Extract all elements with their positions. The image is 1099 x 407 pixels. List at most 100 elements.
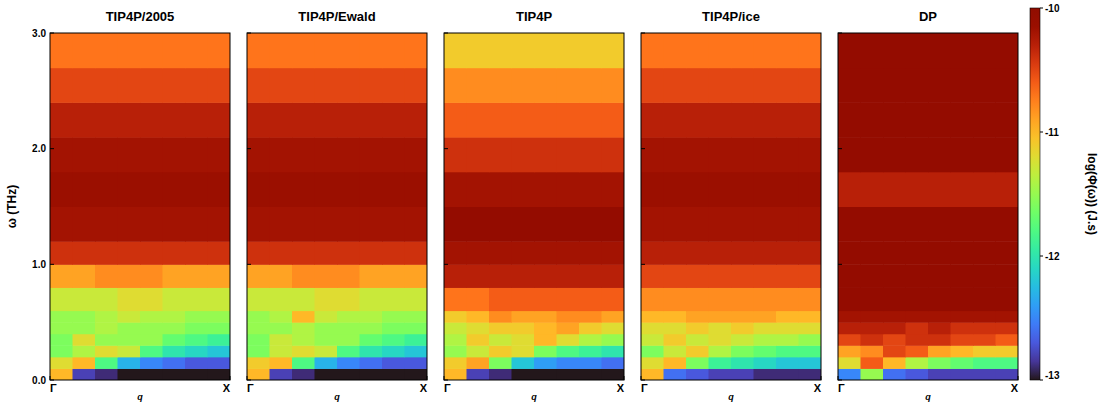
heat-cell bbox=[95, 264, 118, 288]
heat-cell bbox=[118, 357, 141, 369]
heat-cell bbox=[664, 287, 687, 311]
heat-cell bbox=[973, 172, 996, 207]
heat-cell bbox=[208, 368, 231, 380]
heat-cell bbox=[382, 368, 405, 380]
heat-cell bbox=[73, 68, 96, 103]
heat-cell bbox=[776, 137, 799, 172]
heat-cell bbox=[467, 33, 490, 68]
heat-cell bbox=[861, 33, 884, 68]
heat-cell bbox=[996, 287, 1019, 311]
heat-cell bbox=[686, 368, 709, 380]
heat-cell bbox=[405, 172, 428, 207]
heat-cell bbox=[140, 334, 163, 346]
heat-cell bbox=[444, 368, 467, 380]
heat-cell bbox=[382, 207, 405, 242]
heat-cell bbox=[360, 368, 383, 380]
heat-cell bbox=[467, 102, 490, 137]
heat-cell bbox=[731, 345, 754, 357]
colorbar-tick bbox=[1040, 8, 1043, 9]
heat-cell bbox=[838, 334, 861, 346]
heat-cell bbox=[951, 102, 974, 137]
heat-cell bbox=[731, 33, 754, 68]
heat-cell bbox=[315, 264, 338, 288]
colorbar-tick-label: -10 bbox=[1045, 3, 1060, 14]
heat-cell bbox=[754, 287, 777, 311]
heat-cell bbox=[838, 68, 861, 103]
y-tick bbox=[247, 33, 251, 34]
heat-cell bbox=[360, 241, 383, 265]
y-tick bbox=[838, 264, 842, 265]
heat-cell bbox=[337, 357, 360, 369]
heat-cell bbox=[996, 334, 1019, 346]
heat-cell bbox=[444, 334, 467, 346]
heat-cell bbox=[883, 241, 906, 265]
heat-cell bbox=[731, 368, 754, 380]
heat-cell bbox=[208, 241, 231, 265]
heat-cell bbox=[602, 322, 625, 334]
heat-cell bbox=[906, 311, 929, 323]
heat-cell bbox=[709, 137, 732, 172]
heat-cell bbox=[973, 33, 996, 68]
heat-cell bbox=[799, 264, 822, 288]
heat-cell bbox=[489, 311, 512, 323]
heat-cell bbox=[754, 68, 777, 103]
heat-cell bbox=[247, 368, 270, 380]
heat-cell bbox=[247, 102, 270, 137]
heat-cell bbox=[208, 102, 231, 137]
heat-cell bbox=[163, 287, 186, 311]
heat-cell bbox=[709, 311, 732, 323]
heat-cell bbox=[906, 264, 929, 288]
colorbar-tick-label: -11 bbox=[1045, 127, 1059, 138]
heat-cell bbox=[489, 345, 512, 357]
heat-cell bbox=[292, 68, 315, 103]
heat-cell bbox=[489, 137, 512, 172]
heat-cell bbox=[315, 311, 338, 323]
heat-cell bbox=[405, 264, 428, 288]
heat-cell bbox=[95, 137, 118, 172]
heat-cell bbox=[754, 311, 777, 323]
heat-cell bbox=[709, 264, 732, 288]
heat-cell bbox=[664, 322, 687, 334]
heat-cell bbox=[709, 207, 732, 242]
heat-cell bbox=[641, 287, 664, 311]
heat-cell bbox=[360, 207, 383, 242]
heat-cell bbox=[315, 172, 338, 207]
heat-cell bbox=[534, 345, 557, 357]
heat-cell bbox=[557, 68, 580, 103]
heat-cell bbox=[799, 368, 822, 380]
y-tick bbox=[50, 264, 54, 265]
heat-cell bbox=[208, 172, 231, 207]
heat-cell bbox=[951, 322, 974, 334]
heat-cell bbox=[838, 207, 861, 242]
heat-cell bbox=[467, 357, 490, 369]
heat-cell bbox=[906, 241, 929, 265]
heat-cell bbox=[163, 33, 186, 68]
heat-cell bbox=[883, 207, 906, 242]
heat-cell bbox=[664, 241, 687, 265]
x-tick bbox=[444, 376, 445, 380]
heat-cell bbox=[709, 322, 732, 334]
heat-cell bbox=[95, 287, 118, 311]
heat-cell bbox=[467, 207, 490, 242]
heat-cell bbox=[731, 102, 754, 137]
x-tick-label: Γ bbox=[50, 382, 57, 394]
heat-cell bbox=[140, 33, 163, 68]
heat-cell bbox=[579, 334, 602, 346]
heat-cell bbox=[140, 264, 163, 288]
heat-cell bbox=[579, 345, 602, 357]
heat-cell bbox=[906, 172, 929, 207]
heat-cell bbox=[754, 357, 777, 369]
heat-cell bbox=[315, 368, 338, 380]
heat-cell bbox=[973, 68, 996, 103]
heat-cell bbox=[208, 322, 231, 334]
heat-cell bbox=[686, 207, 709, 242]
heat-cell bbox=[270, 357, 293, 369]
heat-cell bbox=[382, 345, 405, 357]
heat-cell bbox=[557, 172, 580, 207]
heat-cell bbox=[315, 287, 338, 311]
frame bbox=[50, 33, 230, 380]
x-axis-title: q bbox=[531, 392, 537, 402]
heat-cell bbox=[360, 102, 383, 137]
heat-cell bbox=[489, 207, 512, 242]
heat-cell bbox=[641, 102, 664, 137]
